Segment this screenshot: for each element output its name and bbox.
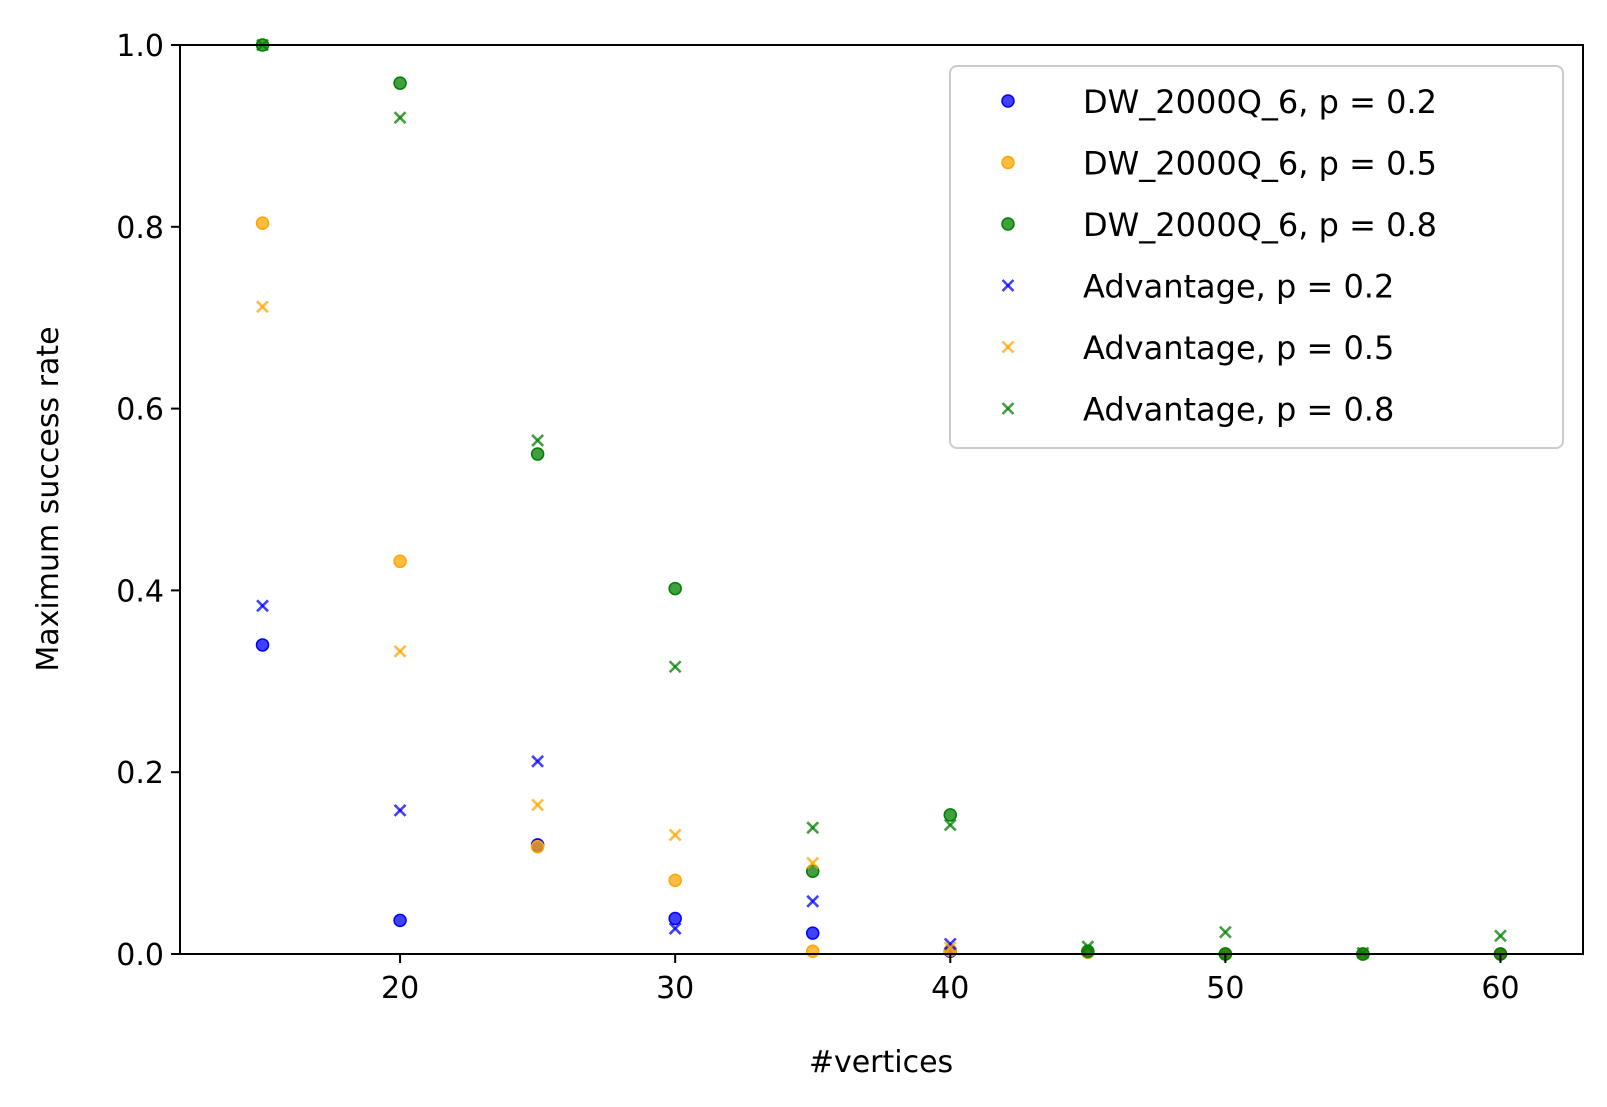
legend-marker: [1001, 340, 1015, 354]
data-point: [531, 798, 545, 812]
data-point: [256, 300, 269, 314]
plot-frame: [179, 44, 1584, 955]
legend-marker: [1001, 94, 1015, 108]
legend-box: [949, 65, 1564, 449]
data-point: [806, 821, 820, 835]
x-tick-label: 20: [381, 971, 419, 1006]
x-tick-label: 50: [1206, 971, 1244, 1006]
data-point: [668, 873, 682, 888]
y-axis-title: Maximum success rate: [31, 326, 66, 671]
data-point: [531, 433, 545, 447]
data-point: [393, 111, 407, 125]
x-tick-label: 40: [931, 971, 969, 1006]
data-point: [943, 937, 957, 951]
legend-marker: [1001, 217, 1015, 231]
x-tick-label: 60: [1481, 971, 1519, 1006]
legend-label: DW_2000Q_6, p = 0.8: [1083, 206, 1437, 244]
data-point: [255, 216, 270, 230]
data-point: [668, 922, 682, 935]
legend-marker: [1001, 155, 1015, 170]
data-point: [668, 581, 682, 596]
series-0: [255, 638, 1508, 961]
data-point: [393, 644, 407, 658]
data-point: [530, 447, 545, 461]
legend-label: DW_2000Q_6, p = 0.5: [1083, 145, 1437, 183]
data-point: [806, 856, 820, 870]
data-point: [256, 599, 269, 613]
y-tick-label: 1.0: [116, 29, 164, 64]
data-point: [393, 554, 407, 569]
data-point: [668, 660, 682, 674]
legend-entry: Advantage, p = 0.5: [1001, 329, 1394, 367]
data-point: [805, 944, 820, 959]
data-point: [668, 828, 682, 842]
data-point: [1494, 929, 1507, 943]
y-tick-label: 0.6: [116, 393, 164, 428]
x-axis-title: #vertices: [809, 1045, 953, 1080]
legend-label: DW_2000Q_6, p = 0.2: [1083, 83, 1437, 121]
legend-entry: Advantage, p = 0.2: [1001, 268, 1394, 306]
y-tick-label: 0.4: [116, 574, 164, 609]
legend-entry: DW_2000Q_6, p = 0.5: [1001, 145, 1437, 183]
series-4: [256, 300, 957, 955]
legend-entry: DW_2000Q_6, p = 0.2: [1001, 83, 1437, 121]
data-point: [1218, 925, 1232, 939]
y-tick-label: 0.8: [116, 211, 164, 246]
data-point: [943, 941, 957, 955]
legend-label: Advantage, p = 0.8: [1083, 391, 1394, 429]
data-point: [1081, 940, 1095, 954]
legend-entry: DW_2000Q_6, p = 0.8: [1001, 206, 1437, 244]
y-tick-label: 0.2: [116, 756, 164, 791]
ticks-layer: 20 30 40 50 60 0.0 0.2 0.4 0.6 0.8 1.0: [116, 29, 1519, 1006]
legend-marker: [1001, 279, 1015, 292]
data-point: [255, 638, 270, 652]
legend-marker: [1001, 402, 1015, 415]
legend-label: Advantage, p = 0.2: [1083, 268, 1394, 306]
data-point: [393, 76, 407, 90]
data-point: [530, 839, 545, 854]
data-point: [531, 754, 545, 768]
legend-entry: Advantage, p = 0.8: [1001, 391, 1394, 429]
data-point: [393, 913, 407, 928]
y-tick-label: 0.0: [116, 938, 164, 973]
series-3: [256, 599, 957, 951]
data-point: [805, 864, 820, 879]
data-point: [806, 894, 820, 908]
data-point: [393, 803, 407, 817]
data-point: [668, 911, 682, 926]
legend-label: Advantage, p = 0.5: [1083, 329, 1394, 367]
legend: DW_2000Q_6, p = 0.2 DW_2000Q_6, p = 0.5 DW…: [949, 65, 1564, 449]
data-point: [943, 818, 957, 832]
x-tick-label: 30: [656, 971, 694, 1006]
data-point: [805, 926, 820, 940]
data-point: [943, 808, 958, 822]
